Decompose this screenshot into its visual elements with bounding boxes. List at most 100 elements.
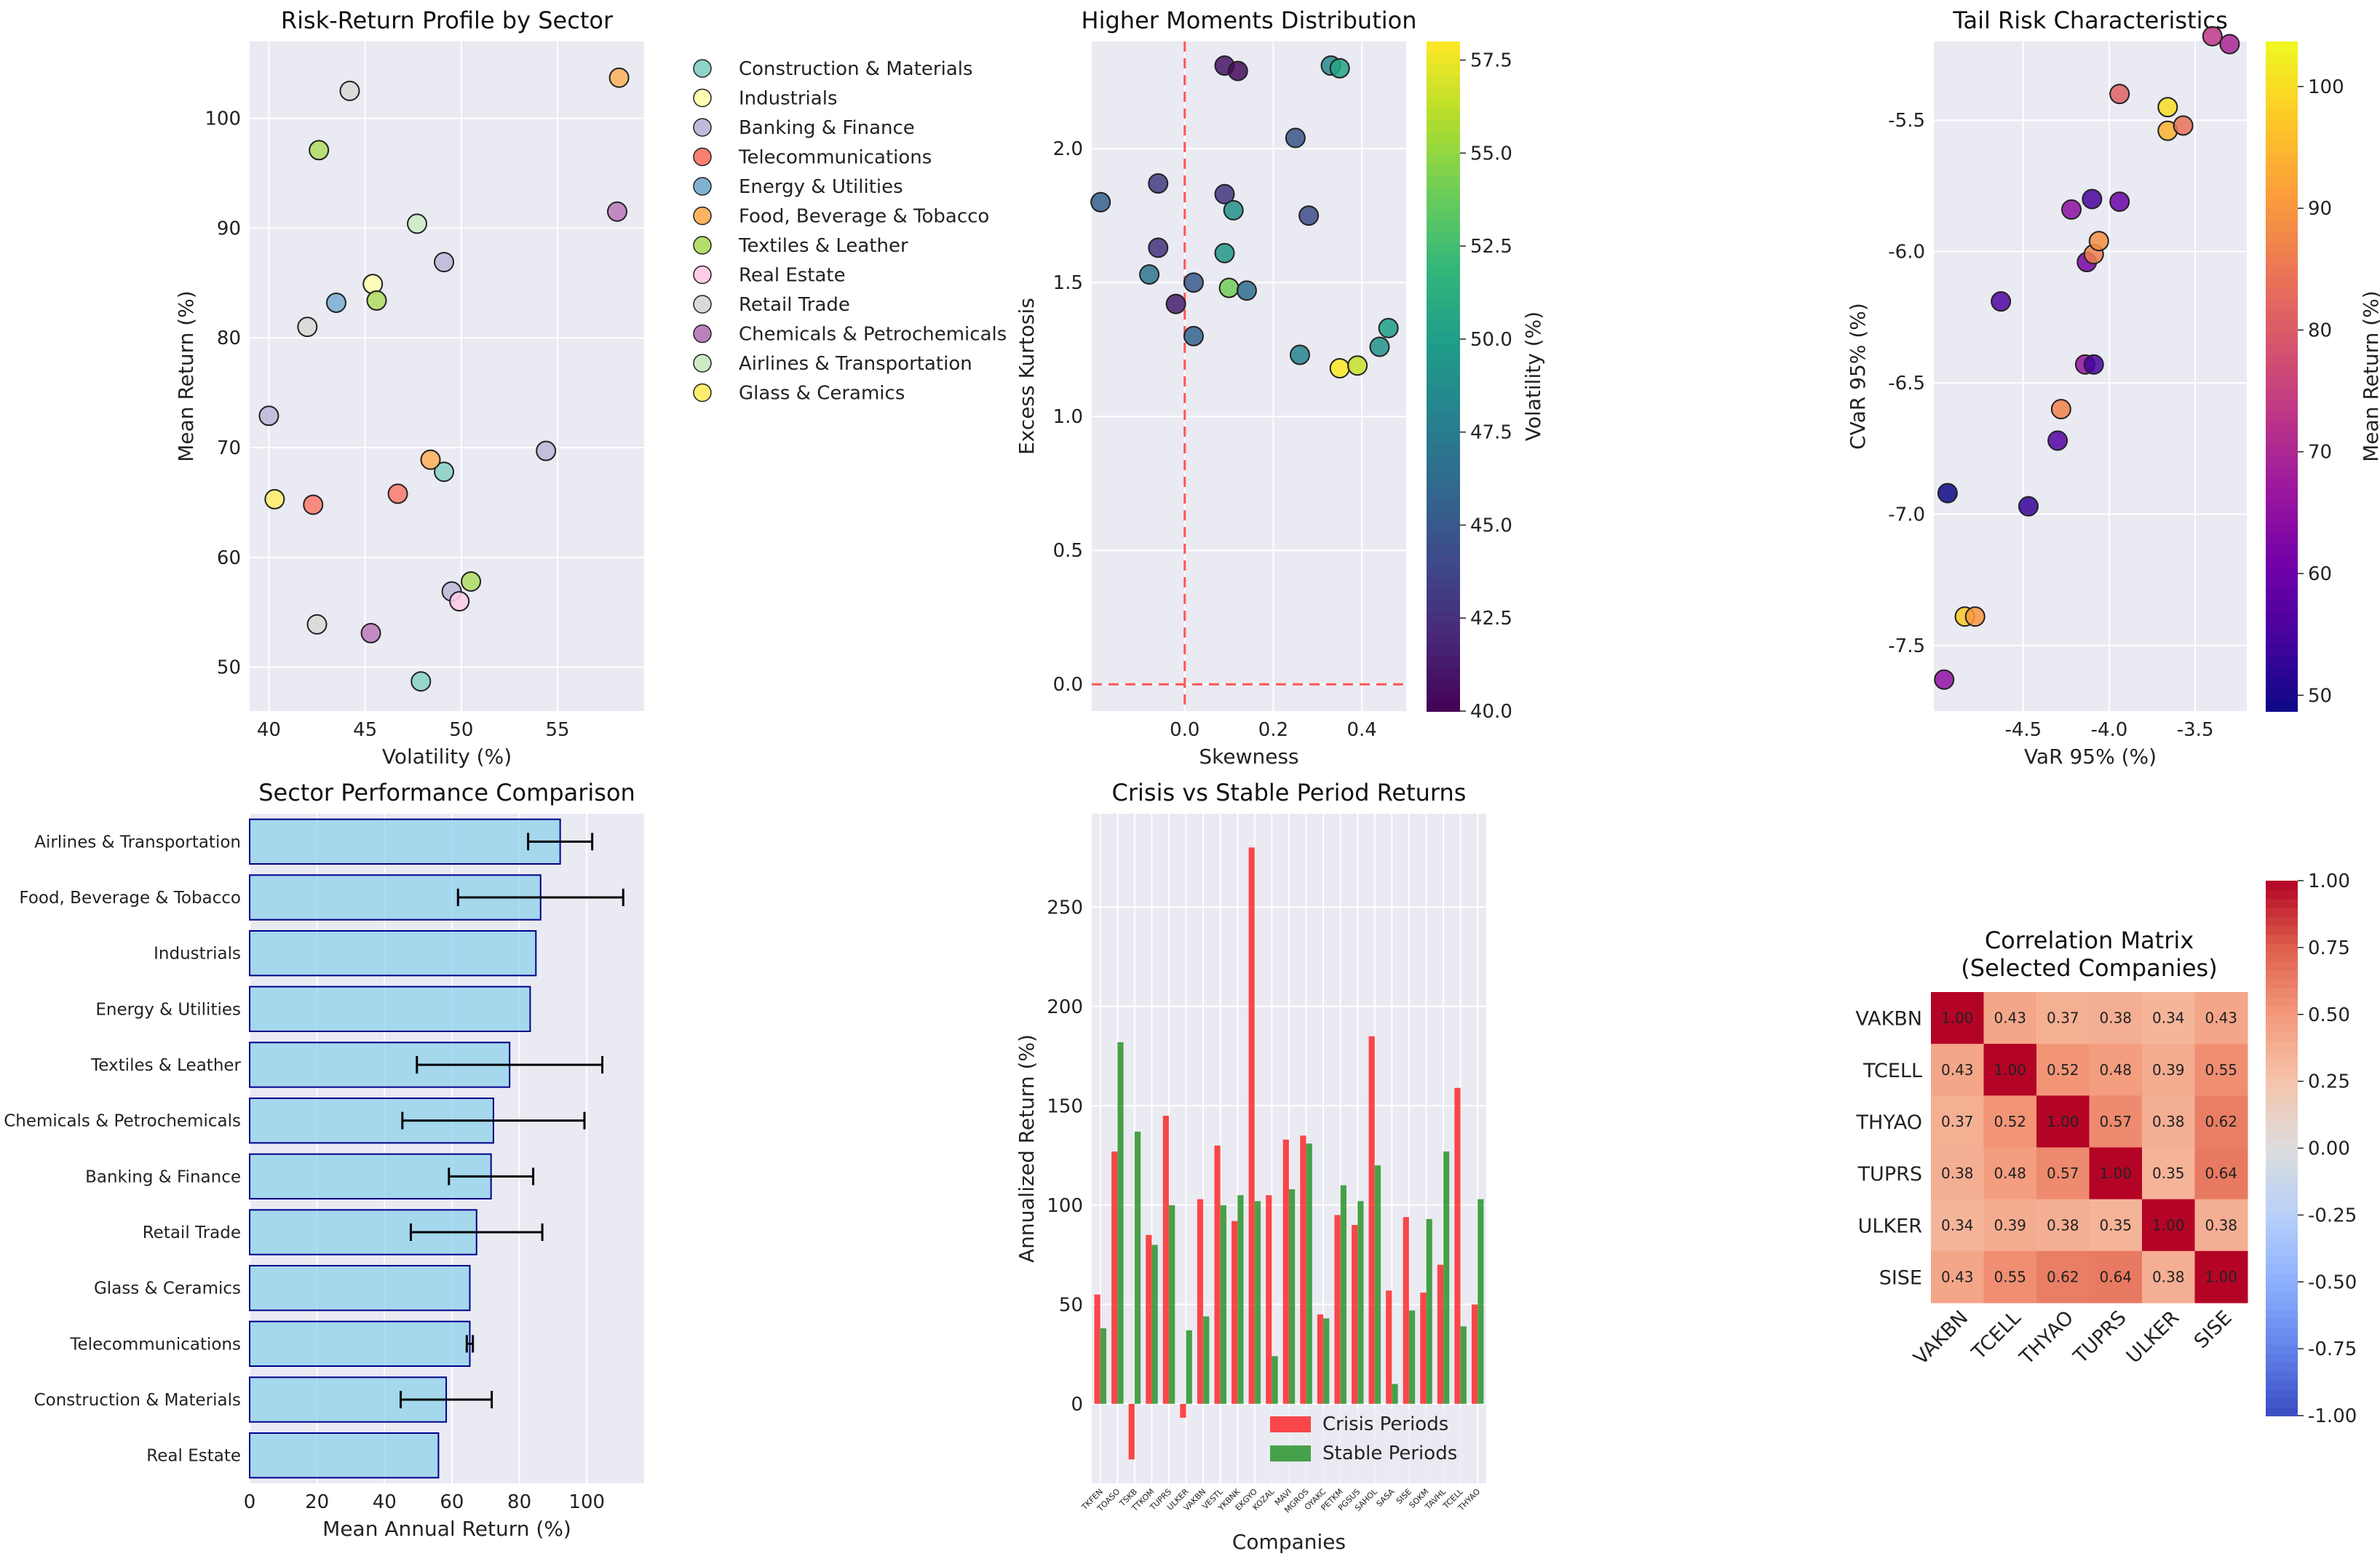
correlation-matrix-cell-value: 0.43 xyxy=(1941,1268,1974,1285)
correlation-matrix-colorbar-segment xyxy=(2266,1202,2298,1212)
crisis-vs-stable-legend-label: Crisis Periods xyxy=(1322,1413,1448,1435)
correlation-matrix-colorbar-segment xyxy=(2266,1273,2298,1283)
risk-return-point xyxy=(434,461,455,483)
correlation-matrix-cell xyxy=(2036,1044,2090,1096)
correlation-matrix-colorbar-segment xyxy=(2266,1050,2298,1060)
correlation-matrix-colorbar-segment xyxy=(2266,881,2298,891)
correlation-matrix-colorbar-segment xyxy=(2266,1032,2298,1042)
correlation-matrix-row-label: TUPRS xyxy=(1857,1163,1922,1186)
correlation-matrix-cell-value: 1.00 xyxy=(2099,1165,2132,1182)
correlation-matrix-row-label: VAKBN xyxy=(1855,1008,1922,1031)
correlation-matrix-colorbar-segment xyxy=(2266,961,2298,971)
risk-return-y-tick-label: 80 xyxy=(217,328,241,349)
higher-moments-xlabel: Skewness xyxy=(1199,745,1298,769)
crisis-vs-stable-bar-stable xyxy=(1323,1318,1330,1404)
tail-risk-point xyxy=(2109,84,2130,105)
higher-moments-colorbar-segment xyxy=(1427,41,1460,54)
correlation-matrix-cell xyxy=(1931,1147,1984,1200)
risk-return-legend-label: Food, Beverage & Tobacco xyxy=(739,206,989,228)
tail-risk-point xyxy=(1964,606,1986,627)
higher-moments-colorbar-segment xyxy=(1427,678,1460,690)
higher-moments-colorbar-segment xyxy=(1427,376,1460,389)
correlation-matrix-colorbar-segment xyxy=(2266,1317,2298,1328)
correlation-matrix-cell-value: 0.62 xyxy=(2047,1268,2079,1285)
correlation-matrix-colorbar-segment xyxy=(2266,907,2298,917)
crisis-vs-stable-bar-stable xyxy=(1203,1316,1210,1404)
risk-return-point xyxy=(258,405,279,427)
higher-moments-colorbar-segment xyxy=(1427,699,1460,712)
risk-return-point xyxy=(606,201,627,222)
correlation-matrix-colorbar-segment xyxy=(2266,952,2298,962)
higher-moments-colorbar-tick-label: 52.5 xyxy=(1470,236,1512,258)
correlation-matrix-colorbar-segment xyxy=(2266,1130,2298,1141)
correlation-matrix-cell xyxy=(2036,1147,2090,1200)
correlation-matrix-colorbar-segment xyxy=(2266,1237,2298,1247)
correlation-matrix-colorbar-segment xyxy=(2266,1370,2298,1381)
sector-performance-title: Sector Performance Comparison xyxy=(258,779,635,806)
crisis-vs-stable-bar-crisis xyxy=(1403,1217,1409,1404)
sector-performance-category-label: Industrials xyxy=(154,945,241,964)
higher-moments-colorbar-segment xyxy=(1427,52,1460,65)
tail-risk-colorbar-segment xyxy=(2266,632,2298,645)
sector-performance-category-label: Telecommunications xyxy=(69,1335,241,1354)
higher-moments-colorbar-segment xyxy=(1427,197,1460,210)
correlation-matrix-cell xyxy=(1931,1250,1984,1304)
correlation-matrix-colorbar-segment xyxy=(2266,1219,2298,1229)
risk-return-legend-marker xyxy=(693,383,712,402)
correlation-matrix-colorbar-segment xyxy=(2266,1068,2298,1078)
tail-risk-colorbar-segment xyxy=(2266,130,2298,143)
higher-moments-colorbar-segment xyxy=(1427,555,1460,567)
correlation-matrix-colorbar-tick-label: -0.75 xyxy=(2308,1338,2357,1360)
tail-risk-colorbar-segment xyxy=(2266,197,2298,210)
tail-risk-x-tick-label: -4.0 xyxy=(2091,719,2128,741)
tail-risk-colorbar-segment xyxy=(2266,153,2298,165)
higher-moments-point xyxy=(1183,325,1204,346)
higher-moments-colorbar-tick-label: 47.5 xyxy=(1470,422,1512,444)
higher-moments-colorbar-segment xyxy=(1427,331,1460,344)
correlation-matrix-cell xyxy=(1931,1199,1984,1252)
risk-return-legend-label: Banking & Finance xyxy=(739,117,915,139)
higher-moments-colorbar-segment xyxy=(1427,544,1460,556)
higher-moments-point xyxy=(1214,183,1235,205)
higher-moments-colorbar-segment xyxy=(1427,577,1460,590)
risk-return-point xyxy=(387,483,408,504)
crisis-vs-stable-y-tick-label: 100 xyxy=(1047,1195,1083,1217)
tail-risk-point xyxy=(2109,191,2130,213)
correlation-matrix-cell-value: 0.48 xyxy=(2099,1061,2132,1079)
risk-return-legend-label: Glass & Ceramics xyxy=(739,383,905,405)
tail-risk-colorbar-segment xyxy=(2266,387,2298,400)
crisis-vs-stable-bar-crisis xyxy=(1317,1314,1324,1404)
crisis-vs-stable-bar-stable xyxy=(1289,1189,1296,1404)
sector-performance-x-tick-label: 0 xyxy=(244,1491,256,1513)
sector-performance-x-tick-label: 60 xyxy=(440,1491,464,1513)
correlation-matrix-colorbar-segment xyxy=(2266,1076,2298,1087)
higher-moments-colorbar-segment xyxy=(1427,175,1460,188)
correlation-matrix-cell-value: 0.37 xyxy=(2047,1009,2079,1027)
higher-moments-colorbar-segment xyxy=(1427,253,1460,266)
crisis-vs-stable-ylabel: Annualized Return (%) xyxy=(1015,1034,1039,1263)
higher-moments-point xyxy=(1236,280,1257,301)
crisis-vs-stable-bar-stable xyxy=(1392,1384,1398,1404)
risk-return-ylabel: Mean Return (%) xyxy=(174,290,198,461)
higher-moments-x-tick-label: 0.0 xyxy=(1170,719,1199,741)
tail-risk-colorbar-segment xyxy=(2266,164,2298,176)
tail-risk-colorbar-segment xyxy=(2266,264,2298,277)
crisis-vs-stable-y-tick-label: 0 xyxy=(1071,1394,1083,1416)
crisis-vs-stable-legend-box xyxy=(1261,1409,1472,1482)
tail-risk-colorbar-tick-label: 70 xyxy=(2308,442,2332,464)
higher-moments-point xyxy=(1329,357,1350,378)
correlation-matrix-col-label: TCELL xyxy=(1967,1306,2026,1365)
tail-risk-colorbar-segment xyxy=(2266,41,2298,54)
risk-return-point xyxy=(434,252,455,273)
tail-risk-point xyxy=(2018,496,2039,517)
risk-return-x-tick-label: 50 xyxy=(449,719,473,741)
correlation-matrix-cell xyxy=(2194,1044,2248,1096)
tail-risk-colorbar-segment xyxy=(2266,622,2298,634)
correlation-matrix-cell xyxy=(2142,1044,2195,1096)
tail-risk-point xyxy=(2157,97,2178,118)
tail-risk-colorbar-label: Mean Return (%) xyxy=(2359,290,2380,461)
tail-risk-y-tick-label: -7.0 xyxy=(1888,504,1925,525)
higher-moments-point xyxy=(1347,355,1368,376)
correlation-matrix-title: (Selected Companies) xyxy=(1961,954,2217,982)
correlation-matrix-cell xyxy=(2142,1095,2195,1148)
